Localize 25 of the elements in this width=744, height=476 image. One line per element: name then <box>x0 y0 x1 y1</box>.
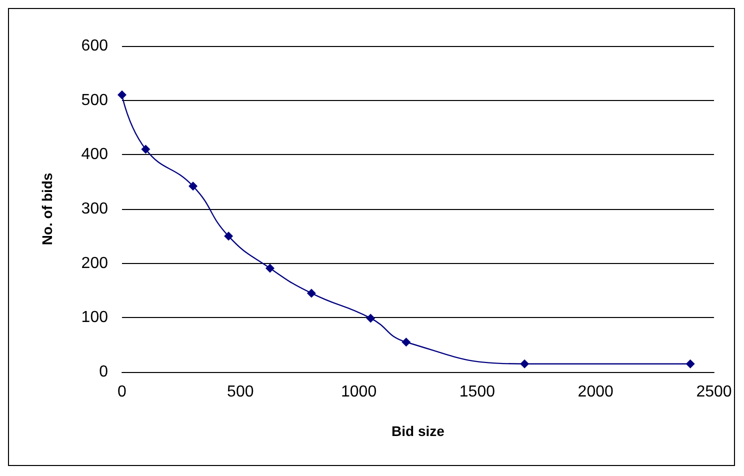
point <box>520 359 530 368</box>
point <box>224 232 234 241</box>
y-tick-label: 0 <box>99 364 108 380</box>
point <box>188 182 198 191</box>
y-tick-label: 200 <box>81 254 108 272</box>
y-tick-label: 300 <box>81 200 108 218</box>
x-tick-label: 2000 <box>578 384 614 400</box>
x-tick-label: 0 <box>118 384 127 400</box>
y-tick-label: 100 <box>81 309 108 326</box>
x-tick-label: 2500 <box>696 384 732 400</box>
point <box>141 144 150 154</box>
y-tick-label: 400 <box>81 146 108 164</box>
x-axis-title: Bid size <box>392 423 445 439</box>
x-tick-label: 1000 <box>341 384 377 400</box>
point <box>306 288 316 298</box>
x-tick-label: 500 <box>227 384 254 400</box>
point <box>266 264 274 273</box>
point <box>686 359 695 368</box>
x-tick-label: 1500 <box>459 384 496 400</box>
point <box>366 314 376 323</box>
y-tick-label: 500 <box>81 92 108 109</box>
y-axis-title: No. of bids <box>39 172 55 246</box>
point <box>402 338 411 347</box>
point <box>118 90 126 100</box>
y-tick-label: 600 <box>81 38 108 54</box>
